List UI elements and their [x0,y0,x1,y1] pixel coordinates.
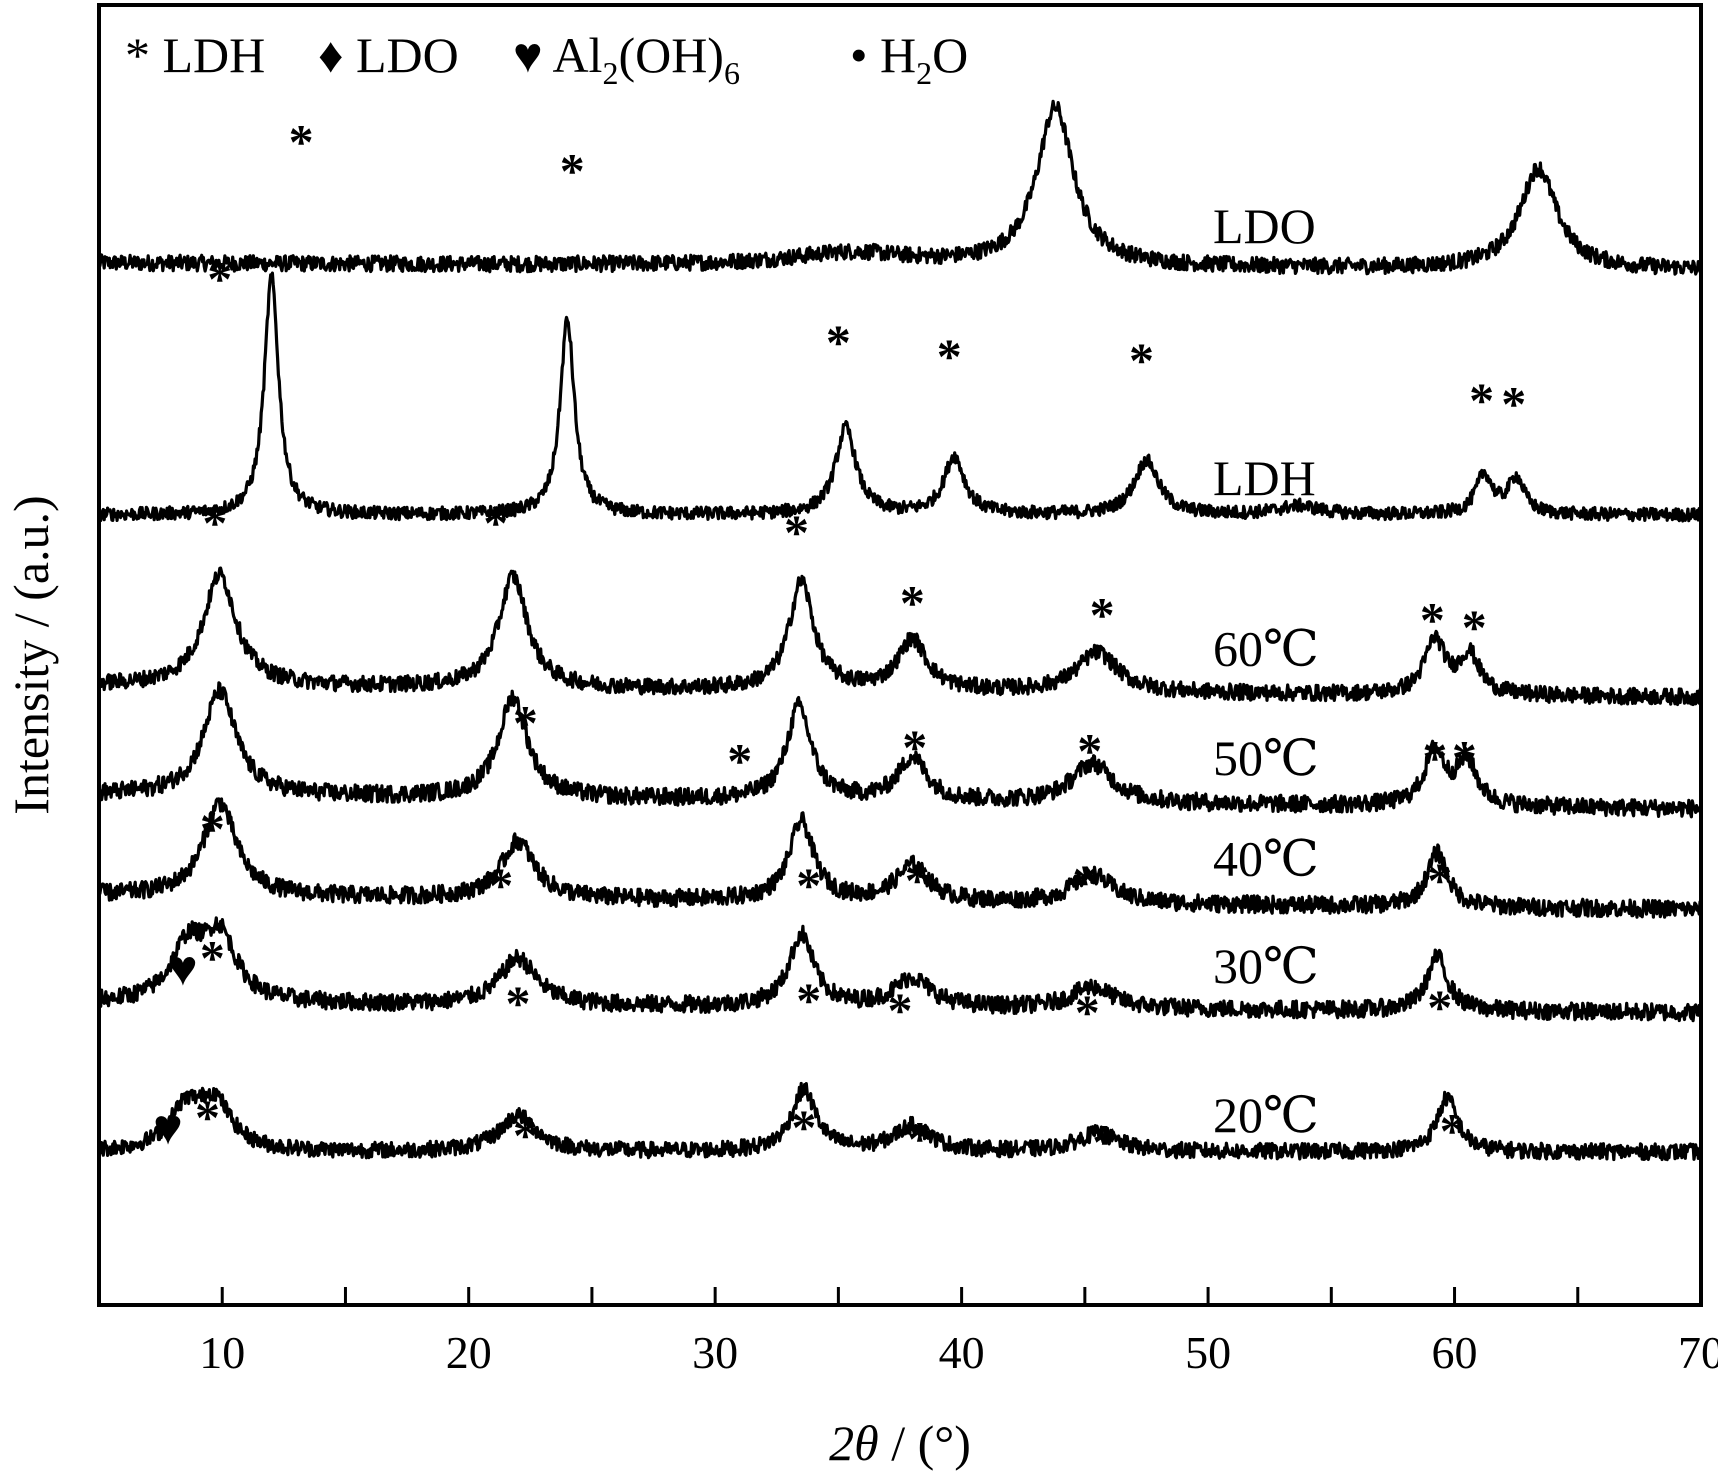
peak-marker-1-4: * [937,328,962,384]
series-label-5: 30℃ [1213,938,1319,994]
marker-layer: *♦♦***************************♥******♥**… [153,114,1526,1170]
series-label-3: 50℃ [1213,730,1319,786]
x-tick-label: 70 [1678,1327,1718,1378]
peak-marker-2-0: * [202,494,227,550]
x-tick-label: 30 [692,1327,738,1378]
peak-marker-3-4: * [1422,730,1447,786]
series-layer [97,99,1703,1162]
legend-entry-3: • H2O [850,27,968,91]
x-axis-ticks: 10 20 30 40 50 60 70 [97,1287,1718,1378]
x-tick-label: 60 [1432,1327,1478,1378]
peak-marker-1-3: * [826,314,851,370]
series-line-5 [97,916,1703,1023]
peak-marker-1-7: * [1501,376,1526,432]
series-line-1 [97,271,1702,523]
peak-marker-4-1: * [488,857,513,913]
x-axis-label: 2θ / (°) [829,1415,971,1471]
peak-marker-4-5: * [1427,852,1452,908]
series-label-1: LDH [1213,450,1316,506]
peak-marker-4-3: * [905,852,930,908]
legend-symbol: • [850,27,880,83]
peak-marker-1-6: * [1469,372,1494,428]
legend-label: Al [552,27,602,83]
peak-marker-1-1: * [289,114,314,170]
legend: * LDH ♦ LDO ♥ Al2(OH)6 • H2O [125,27,968,91]
peak-marker-1-2: * [560,142,585,198]
peak-marker-2-2: * [784,504,809,560]
legend-symbol: ♦ [318,27,356,83]
peak-marker-2-4: * [1090,587,1115,643]
peak-marker-1-5: * [1129,332,1154,388]
legend-symbol: ♥ [513,27,552,83]
peak-marker-3-2: * [902,719,927,775]
series-line-6 [98,1081,1703,1162]
legend-label: H [880,27,916,83]
peak-marker-6-5: * [1092,1113,1117,1169]
legend-label-after: O [932,27,968,83]
peak-marker-2-5: * [1420,592,1445,648]
peak-marker-3-1: * [727,733,752,789]
peak-marker-5-5: * [1075,984,1100,1040]
legend-subscript: 6 [724,55,740,91]
peak-marker-5-4: * [888,982,913,1038]
series-label-2: 60℃ [1213,621,1319,677]
series-label-layer: LDO LDH 60℃ 50℃ 40℃ 30℃ 20℃ [1213,198,1319,1143]
legend-subscript: 2 [916,55,932,91]
peak-marker-6-3: * [791,1099,816,1155]
series-line-3 [97,681,1703,819]
peak-marker-4-4: * [1072,854,1097,910]
series-label-0: LDO [1213,198,1316,254]
peak-marker-5-2: * [505,975,530,1031]
x-tick-label: 40 [939,1327,985,1378]
legend-subscript: 2 [602,55,618,91]
plot-frame [97,3,1703,1307]
legend-entry-1: ♦ LDO [318,27,459,83]
series-label-6: 20℃ [1213,1087,1319,1143]
peak-marker-6-6: * [1440,1103,1465,1159]
x-tick-label: 10 [199,1327,245,1378]
peak-marker-1-0: * [207,250,232,306]
x-axis-label-unit: / (°) [879,1415,971,1471]
peak-marker-6-2: * [513,1107,538,1163]
peak-marker-2-3: * [900,574,925,630]
legend-symbol: * [125,27,163,83]
peak-marker-4-2: * [796,857,821,913]
legend-entry-0: * LDH [125,27,265,83]
peak-marker-4-0: * [200,801,225,857]
series-line-0 [97,99,1703,276]
legend-label: LDH [163,27,266,83]
legend-label: LDO [356,27,459,83]
peak-marker-2-6: * [1462,599,1487,655]
peak-marker-5-0: ♥ [168,940,198,996]
peak-marker-2-1: * [483,494,508,550]
x-axis-label-var: 2θ [829,1415,879,1471]
peak-marker-6-0: ♥ [153,1099,183,1155]
series-label-4: 40℃ [1213,830,1319,886]
x-tick-label: 20 [446,1327,492,1378]
peak-marker-5-3: * [796,972,821,1028]
peak-marker-3-0: * [513,694,538,750]
series-line-4 [97,797,1702,919]
peak-marker-5-6: * [1427,979,1452,1035]
series-line-2 [97,566,1703,707]
peak-marker-6-1: * [195,1089,220,1145]
peak-marker-5-1: * [200,929,225,985]
peak-marker-6-4: * [907,1111,932,1167]
x-tick-label: 50 [1185,1327,1231,1378]
y-axis-label: Intensity / (a.u.) [3,495,59,814]
peak-marker-3-5: * [1452,730,1477,786]
peak-marker-3-3: * [1077,722,1102,778]
legend-entry-2: ♥ Al2(OH)6 [513,27,740,91]
legend-label-after: (OH) [618,27,724,83]
